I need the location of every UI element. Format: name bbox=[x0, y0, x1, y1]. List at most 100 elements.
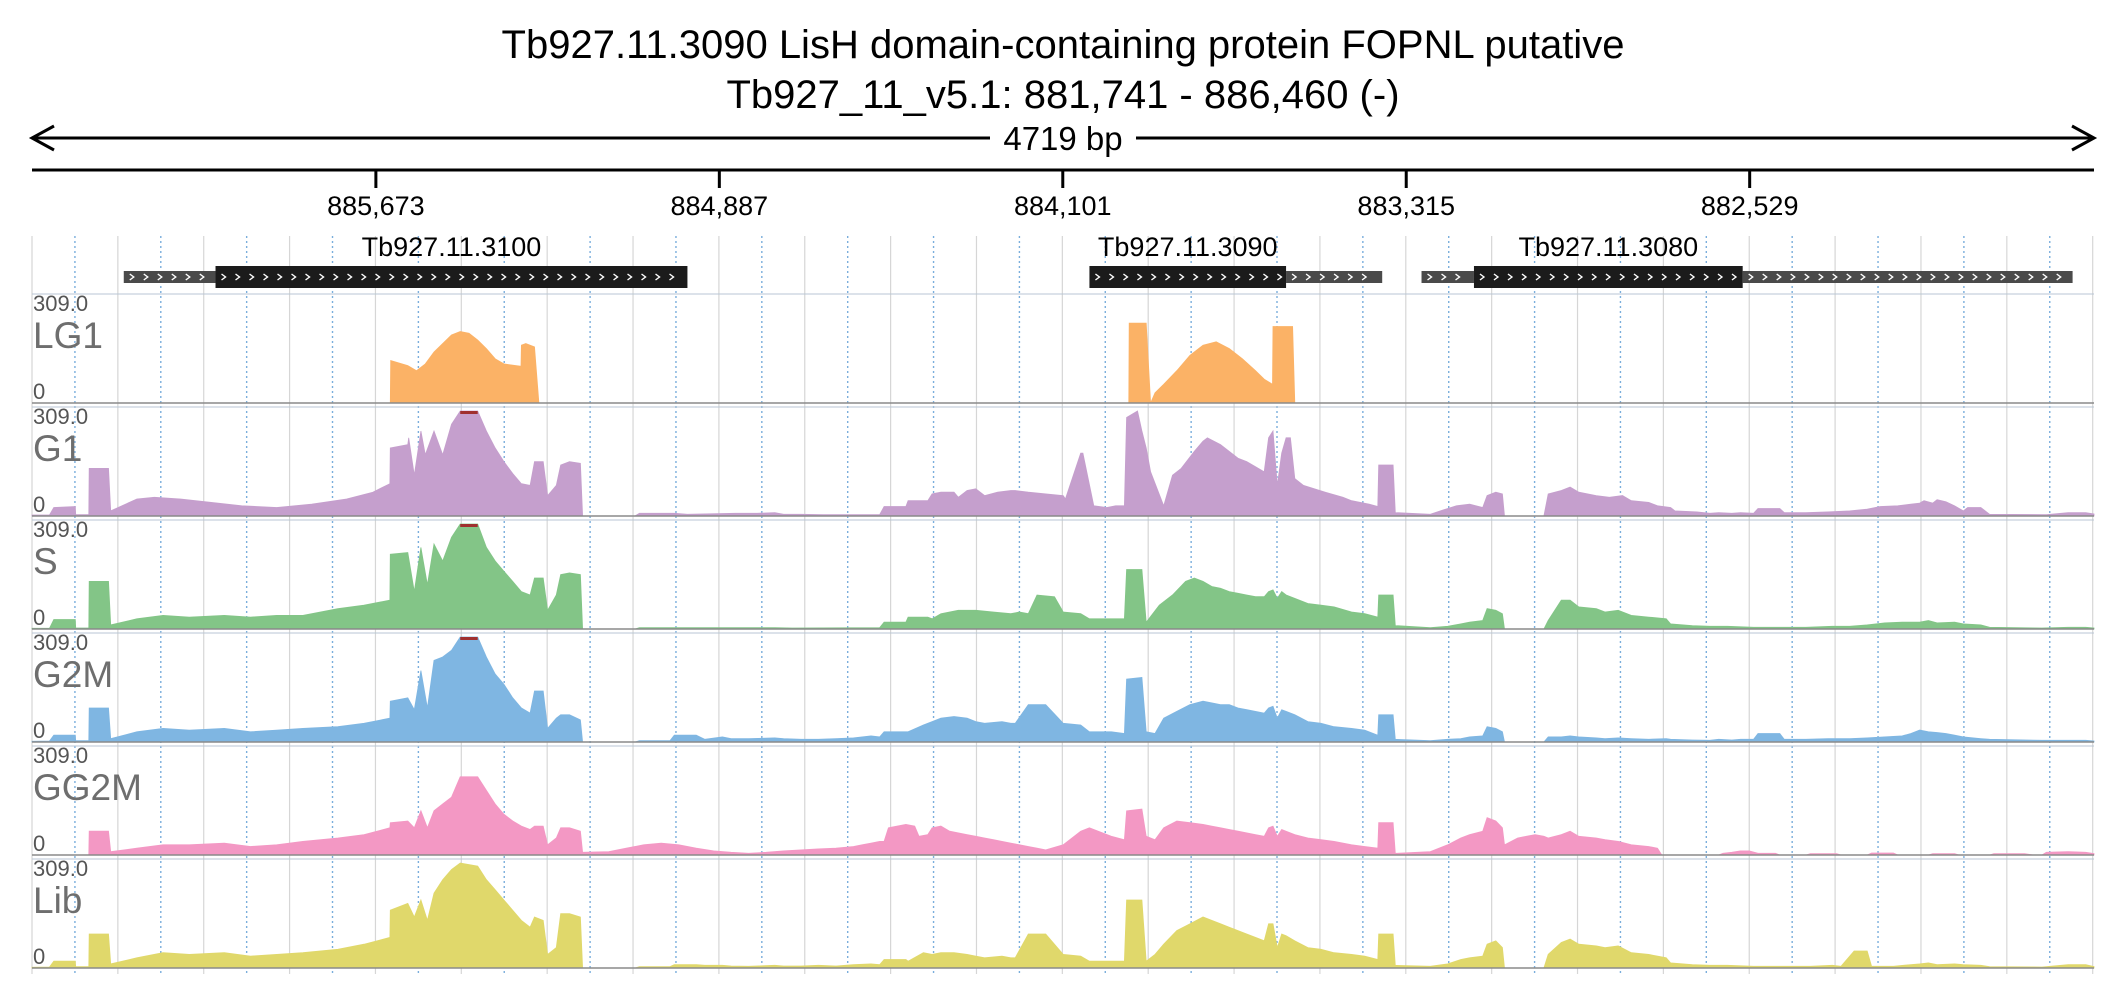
gene-cds bbox=[215, 266, 688, 288]
strand-chevron bbox=[277, 273, 283, 281]
chart-title: Tb927.11.3090 LisH domain-containing pro… bbox=[502, 23, 1625, 67]
strand-chevron bbox=[1137, 273, 1143, 281]
track-name-label: GG2M bbox=[33, 767, 142, 808]
strand-chevron bbox=[1804, 273, 1810, 281]
strand-chevron bbox=[473, 273, 479, 281]
track-name-label: LG1 bbox=[33, 315, 103, 356]
strand-chevron bbox=[1832, 273, 1838, 281]
strand-chevron bbox=[1549, 273, 1556, 281]
strand-chevron bbox=[1221, 273, 1227, 281]
strand-chevron bbox=[515, 273, 521, 281]
strand-chevron bbox=[1633, 273, 1640, 281]
strand-chevron bbox=[1944, 273, 1950, 281]
strand-chevron bbox=[557, 273, 563, 281]
coverage-area bbox=[88, 776, 2095, 856]
coverage-track: 309.0 0 Lib bbox=[31, 856, 2095, 969]
strand-chevron bbox=[305, 273, 311, 281]
strand-chevron bbox=[1972, 273, 1978, 281]
strand-chevron bbox=[1507, 273, 1514, 281]
strand-chevron bbox=[1319, 273, 1326, 281]
track-ymax-label: 309.0 bbox=[33, 404, 88, 429]
strand-chevron bbox=[1689, 273, 1696, 281]
coverage-track: 309.0 0 G1 bbox=[31, 404, 2095, 517]
strand-chevron bbox=[417, 273, 423, 281]
strand-chevron bbox=[2014, 273, 2020, 281]
coverage-area bbox=[31, 523, 2095, 630]
gene-utr3 bbox=[1286, 271, 1383, 283]
strand-chevron bbox=[1762, 273, 1768, 281]
strand-chevron bbox=[1986, 273, 1992, 281]
axis-tick-label: 884,887 bbox=[671, 191, 769, 221]
strand-chevron bbox=[1521, 273, 1528, 281]
strand-chevron bbox=[1441, 273, 1447, 281]
strand-chevron bbox=[1095, 273, 1101, 281]
coverage-track: 309.0 0 GG2M bbox=[32, 743, 2095, 856]
strand-chevron bbox=[501, 273, 507, 281]
strand-chevron bbox=[1333, 273, 1340, 281]
track-ymax-label: 309.0 bbox=[33, 743, 88, 768]
track-ymin-label: 0 bbox=[33, 379, 45, 404]
axis-tick-label: 885,673 bbox=[327, 191, 425, 221]
strand-chevron bbox=[543, 273, 549, 281]
strand-chevron bbox=[1361, 273, 1368, 281]
span-ruler: 4719 bp bbox=[28, 120, 2098, 157]
axis-tick-label: 884,101 bbox=[1014, 191, 1112, 221]
strand-chevron bbox=[1703, 273, 1710, 281]
strand-chevron bbox=[431, 273, 437, 281]
strand-chevron bbox=[1235, 273, 1241, 281]
strand-chevron bbox=[157, 273, 163, 281]
track-ymin-label: 0 bbox=[33, 492, 45, 517]
strand-chevron bbox=[1165, 273, 1171, 281]
strand-chevron bbox=[529, 273, 535, 281]
strand-chevron bbox=[235, 273, 241, 281]
coverage-track: 309.0 0 S bbox=[31, 517, 2095, 630]
strand-chevron bbox=[613, 273, 619, 281]
strand-chevron bbox=[1263, 273, 1269, 281]
strand-chevron bbox=[599, 273, 605, 281]
strand-chevron bbox=[669, 273, 675, 281]
strand-chevron bbox=[571, 273, 577, 281]
gene-track: Tb927.11.3100 Tb927.11.3090 Tb927.11.3080 bbox=[123, 232, 2073, 288]
strand-chevron bbox=[389, 273, 395, 281]
track-name-label: G1 bbox=[33, 428, 82, 469]
strand-chevron bbox=[333, 273, 339, 281]
strand-chevron bbox=[1888, 273, 1894, 281]
strand-chevron bbox=[1291, 273, 1298, 281]
strand-chevron bbox=[1731, 273, 1738, 281]
strand-chevron bbox=[1916, 273, 1922, 281]
strand-chevron bbox=[1563, 273, 1570, 281]
coordinate-axis: 885,673 884,887 884,101 883,315 882,529 bbox=[32, 168, 2094, 221]
strand-chevron bbox=[641, 273, 647, 281]
strand-chevron bbox=[1455, 273, 1461, 281]
strand-chevron bbox=[249, 273, 255, 281]
track-ymax-label: 309.0 bbox=[33, 291, 88, 316]
track-name-label: Lib bbox=[33, 880, 82, 921]
clipped-peak-marker bbox=[460, 411, 478, 414]
strand-chevron bbox=[1427, 273, 1433, 281]
strand-chevron bbox=[1109, 273, 1115, 281]
span-arrow-left bbox=[28, 124, 55, 152]
strand-chevron bbox=[2028, 273, 2034, 281]
strand-chevron bbox=[487, 273, 493, 281]
track-ymin-label: 0 bbox=[33, 718, 45, 743]
strand-chevron bbox=[627, 273, 633, 281]
span-label: 4719 bp bbox=[1003, 120, 1122, 157]
strand-chevron bbox=[263, 273, 269, 281]
track-ymax-label: 309.0 bbox=[33, 630, 88, 655]
span-arrow-right bbox=[2071, 124, 2098, 152]
strand-chevron bbox=[2000, 273, 2006, 281]
strand-chevron bbox=[1930, 273, 1936, 281]
strand-chevron bbox=[291, 273, 297, 281]
strand-chevron bbox=[1151, 273, 1157, 281]
gene-cds bbox=[1089, 266, 1287, 288]
strand-chevron bbox=[143, 273, 149, 281]
strand-chevron bbox=[1577, 273, 1584, 281]
coverage-tracks: 309.00LG1309.00G1309.00S309.00G2M309.00G… bbox=[31, 291, 2095, 969]
strand-chevron bbox=[1179, 273, 1185, 281]
strand-chevron bbox=[221, 273, 227, 281]
strand-chevron bbox=[1846, 273, 1852, 281]
strand-chevron bbox=[1193, 273, 1199, 281]
strand-chevron bbox=[319, 273, 325, 281]
strand-chevron bbox=[1717, 273, 1724, 281]
